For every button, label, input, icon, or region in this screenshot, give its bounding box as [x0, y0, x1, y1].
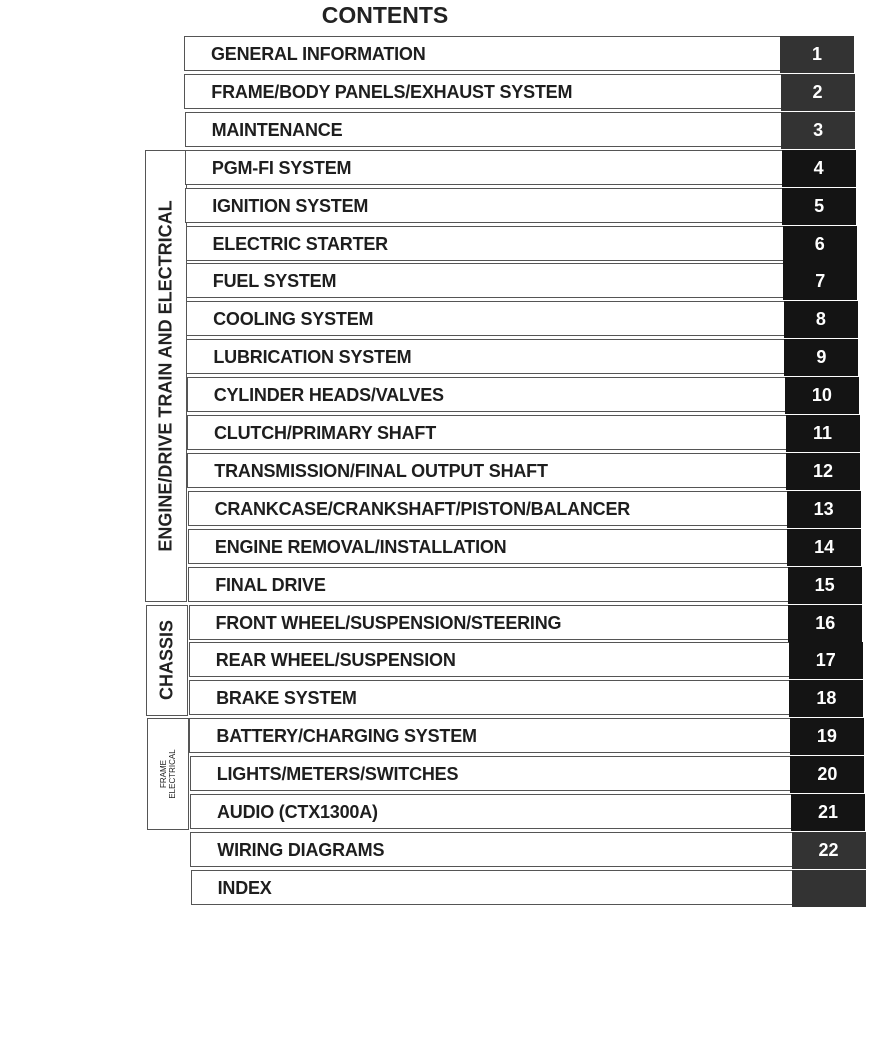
section-number-tab[interactable]: 5	[782, 187, 857, 225]
toc-entry-6[interactable]: ELECTRIC STARTER 6	[185, 225, 857, 263]
section-title[interactable]: ELECTRIC STARTER	[212, 233, 389, 254]
section-title[interactable]: IGNITION SYSTEM	[212, 195, 369, 216]
section-number-tab[interactable]: 15	[787, 566, 862, 604]
group-label: CHASSIS	[156, 620, 177, 701]
section-title[interactable]: LIGHTS/METERS/SWITCHES	[216, 764, 459, 785]
group-label-line: ELECTRICAL	[168, 749, 177, 799]
section-number-tab[interactable]: 9	[784, 339, 859, 377]
section-number-tab[interactable]: 6	[782, 225, 857, 263]
toc-entry-16[interactable]: FRONT WHEEL/SUSPENSION/STEERING 16	[188, 604, 863, 642]
section-title[interactable]: BATTERY/CHARGING SYSTEM	[216, 726, 477, 747]
section-number-tab[interactable]: 13	[786, 490, 861, 528]
section-title[interactable]: WIRING DIAGRAMS	[217, 839, 385, 860]
section-number-tab[interactable]: 11	[785, 415, 860, 452]
section-title[interactable]: AUDIO (CTX1300A)	[217, 802, 378, 822]
toc-entry-10[interactable]: CYLINDER HEADS/VALVES 10	[186, 377, 859, 415]
section-title[interactable]: LUBRICATION SYSTEM	[213, 347, 412, 368]
section-number-tab[interactable]: 21	[791, 794, 865, 831]
section-title[interactable]: BRAKE SYSTEM	[216, 688, 357, 709]
section-number-tab[interactable]: 10	[784, 377, 859, 415]
toc-entry-15[interactable]: FINAL DRIVE 15	[188, 566, 862, 604]
toc-entry-5[interactable]: IGNITION SYSTEM 5	[185, 187, 857, 225]
toc-entry-8[interactable]: COOLING SYSTEM 8	[186, 301, 858, 339]
toc-entry-19[interactable]: BATTERY/CHARGING SYSTEM 19	[189, 718, 864, 756]
toc-entry-2[interactable]: FRAME/BODY PANELS/EXHAUST SYSTEM 2	[184, 73, 855, 111]
section-number-tab[interactable]: 8	[783, 301, 858, 339]
toc-entry-17[interactable]: REAR WHEEL/SUSPENSION 17	[188, 642, 863, 680]
toc-entry-22[interactable]: WIRING DIAGRAMS 22	[190, 831, 866, 869]
section-number-tab[interactable]: 18	[789, 680, 864, 718]
section-title[interactable]: COOLING SYSTEM	[213, 309, 374, 330]
section-group-frame-electrical: FRAME ELECTRICAL	[147, 718, 189, 830]
section-number-tab[interactable]: 16	[788, 604, 863, 642]
toc-entry-1[interactable]: GENERAL INFORMATION 1	[184, 36, 854, 73]
section-title[interactable]: FRONT WHEEL/SUSPENSION/STEERING	[215, 612, 562, 633]
section-number-tab[interactable]: 2	[780, 73, 855, 111]
toc-entry-18[interactable]: BRAKE SYSTEM 18	[189, 680, 864, 718]
section-title[interactable]: TRANSMISSION/FINAL OUTPUT SHAFT	[214, 460, 548, 481]
group-label-line: FRAME	[159, 760, 168, 789]
toc-entry-13[interactable]: CRANKCASE/CRANKSHAFT/PISTON/BALANCER 13	[187, 490, 861, 528]
section-title[interactable]: CLUTCH/PRIMARY SHAFT	[214, 423, 436, 443]
section-group-engine-drive-train-and-electrical: ENGINE/DRIVE TRAIN AND ELECTRICAL	[145, 149, 187, 603]
section-number-tab[interactable]: 1	[780, 36, 854, 73]
page-title: CONTENTS	[321, 2, 449, 28]
section-number-tab[interactable]: 12	[786, 452, 861, 490]
toc-entry-12[interactable]: TRANSMISSION/FINAL OUTPUT SHAFT 12	[187, 452, 861, 490]
section-title[interactable]: CRANKCASE/CRANKSHAFT/PISTON/BALANCER	[214, 498, 631, 519]
section-title[interactable]: ENGINE REMOVAL/INSTALLATION	[214, 536, 507, 557]
toc-entry-14[interactable]: ENGINE REMOVAL/INSTALLATION 14	[187, 528, 862, 566]
section-number-tab[interactable]	[792, 869, 867, 907]
toc-entry-21[interactable]: AUDIO (CTX1300A) 21	[190, 794, 865, 831]
section-number-tab[interactable]: 7	[783, 263, 858, 301]
section-number-tab[interactable]: 17	[788, 642, 863, 680]
section-number-tab[interactable]: 22	[791, 831, 866, 869]
section-title[interactable]: FUEL SYSTEM	[212, 271, 337, 292]
toc-entry-20[interactable]: LIGHTS/METERS/SWITCHES 20	[189, 756, 865, 794]
toc-entry-11[interactable]: CLUTCH/PRIMARY SHAFT 11	[187, 415, 860, 452]
group-label: ENGINE/DRIVE TRAIN AND ELECTRICAL	[155, 200, 176, 552]
toc-entry-4[interactable]: PGM-FI SYSTEM 4	[184, 149, 856, 187]
section-title[interactable]: FINAL DRIVE	[215, 574, 326, 595]
section-title[interactable]: FRAME/BODY PANELS/EXHAUST SYSTEM	[211, 81, 573, 102]
section-number-tab[interactable]: 4	[781, 149, 856, 187]
section-title[interactable]: CYLINDER HEADS/VALVES	[213, 385, 444, 406]
toc-entry-3[interactable]: MAINTENANCE 3	[184, 111, 856, 149]
section-number-tab[interactable]: 14	[787, 528, 862, 566]
section-number-tab[interactable]: 3	[781, 111, 856, 149]
section-group-chassis: CHASSIS	[146, 604, 188, 717]
section-title[interactable]: PGM-FI SYSTEM	[211, 157, 352, 178]
section-number-tab[interactable]: 20	[790, 756, 865, 794]
section-title[interactable]: GENERAL INFORMATION	[211, 44, 426, 64]
section-title[interactable]: REAR WHEEL/SUSPENSION	[215, 650, 456, 671]
group-label: FRAME ELECTRICAL	[159, 749, 177, 798]
section-title[interactable]: INDEX	[217, 877, 272, 898]
toc-entry-7[interactable]: FUEL SYSTEM 7	[185, 263, 858, 301]
toc-entry-index[interactable]: INDEX	[190, 869, 867, 907]
section-title[interactable]: MAINTENANCE	[211, 119, 343, 140]
toc-entry-9[interactable]: LUBRICATION SYSTEM 9	[186, 339, 859, 377]
section-number-tab[interactable]: 19	[789, 718, 864, 756]
